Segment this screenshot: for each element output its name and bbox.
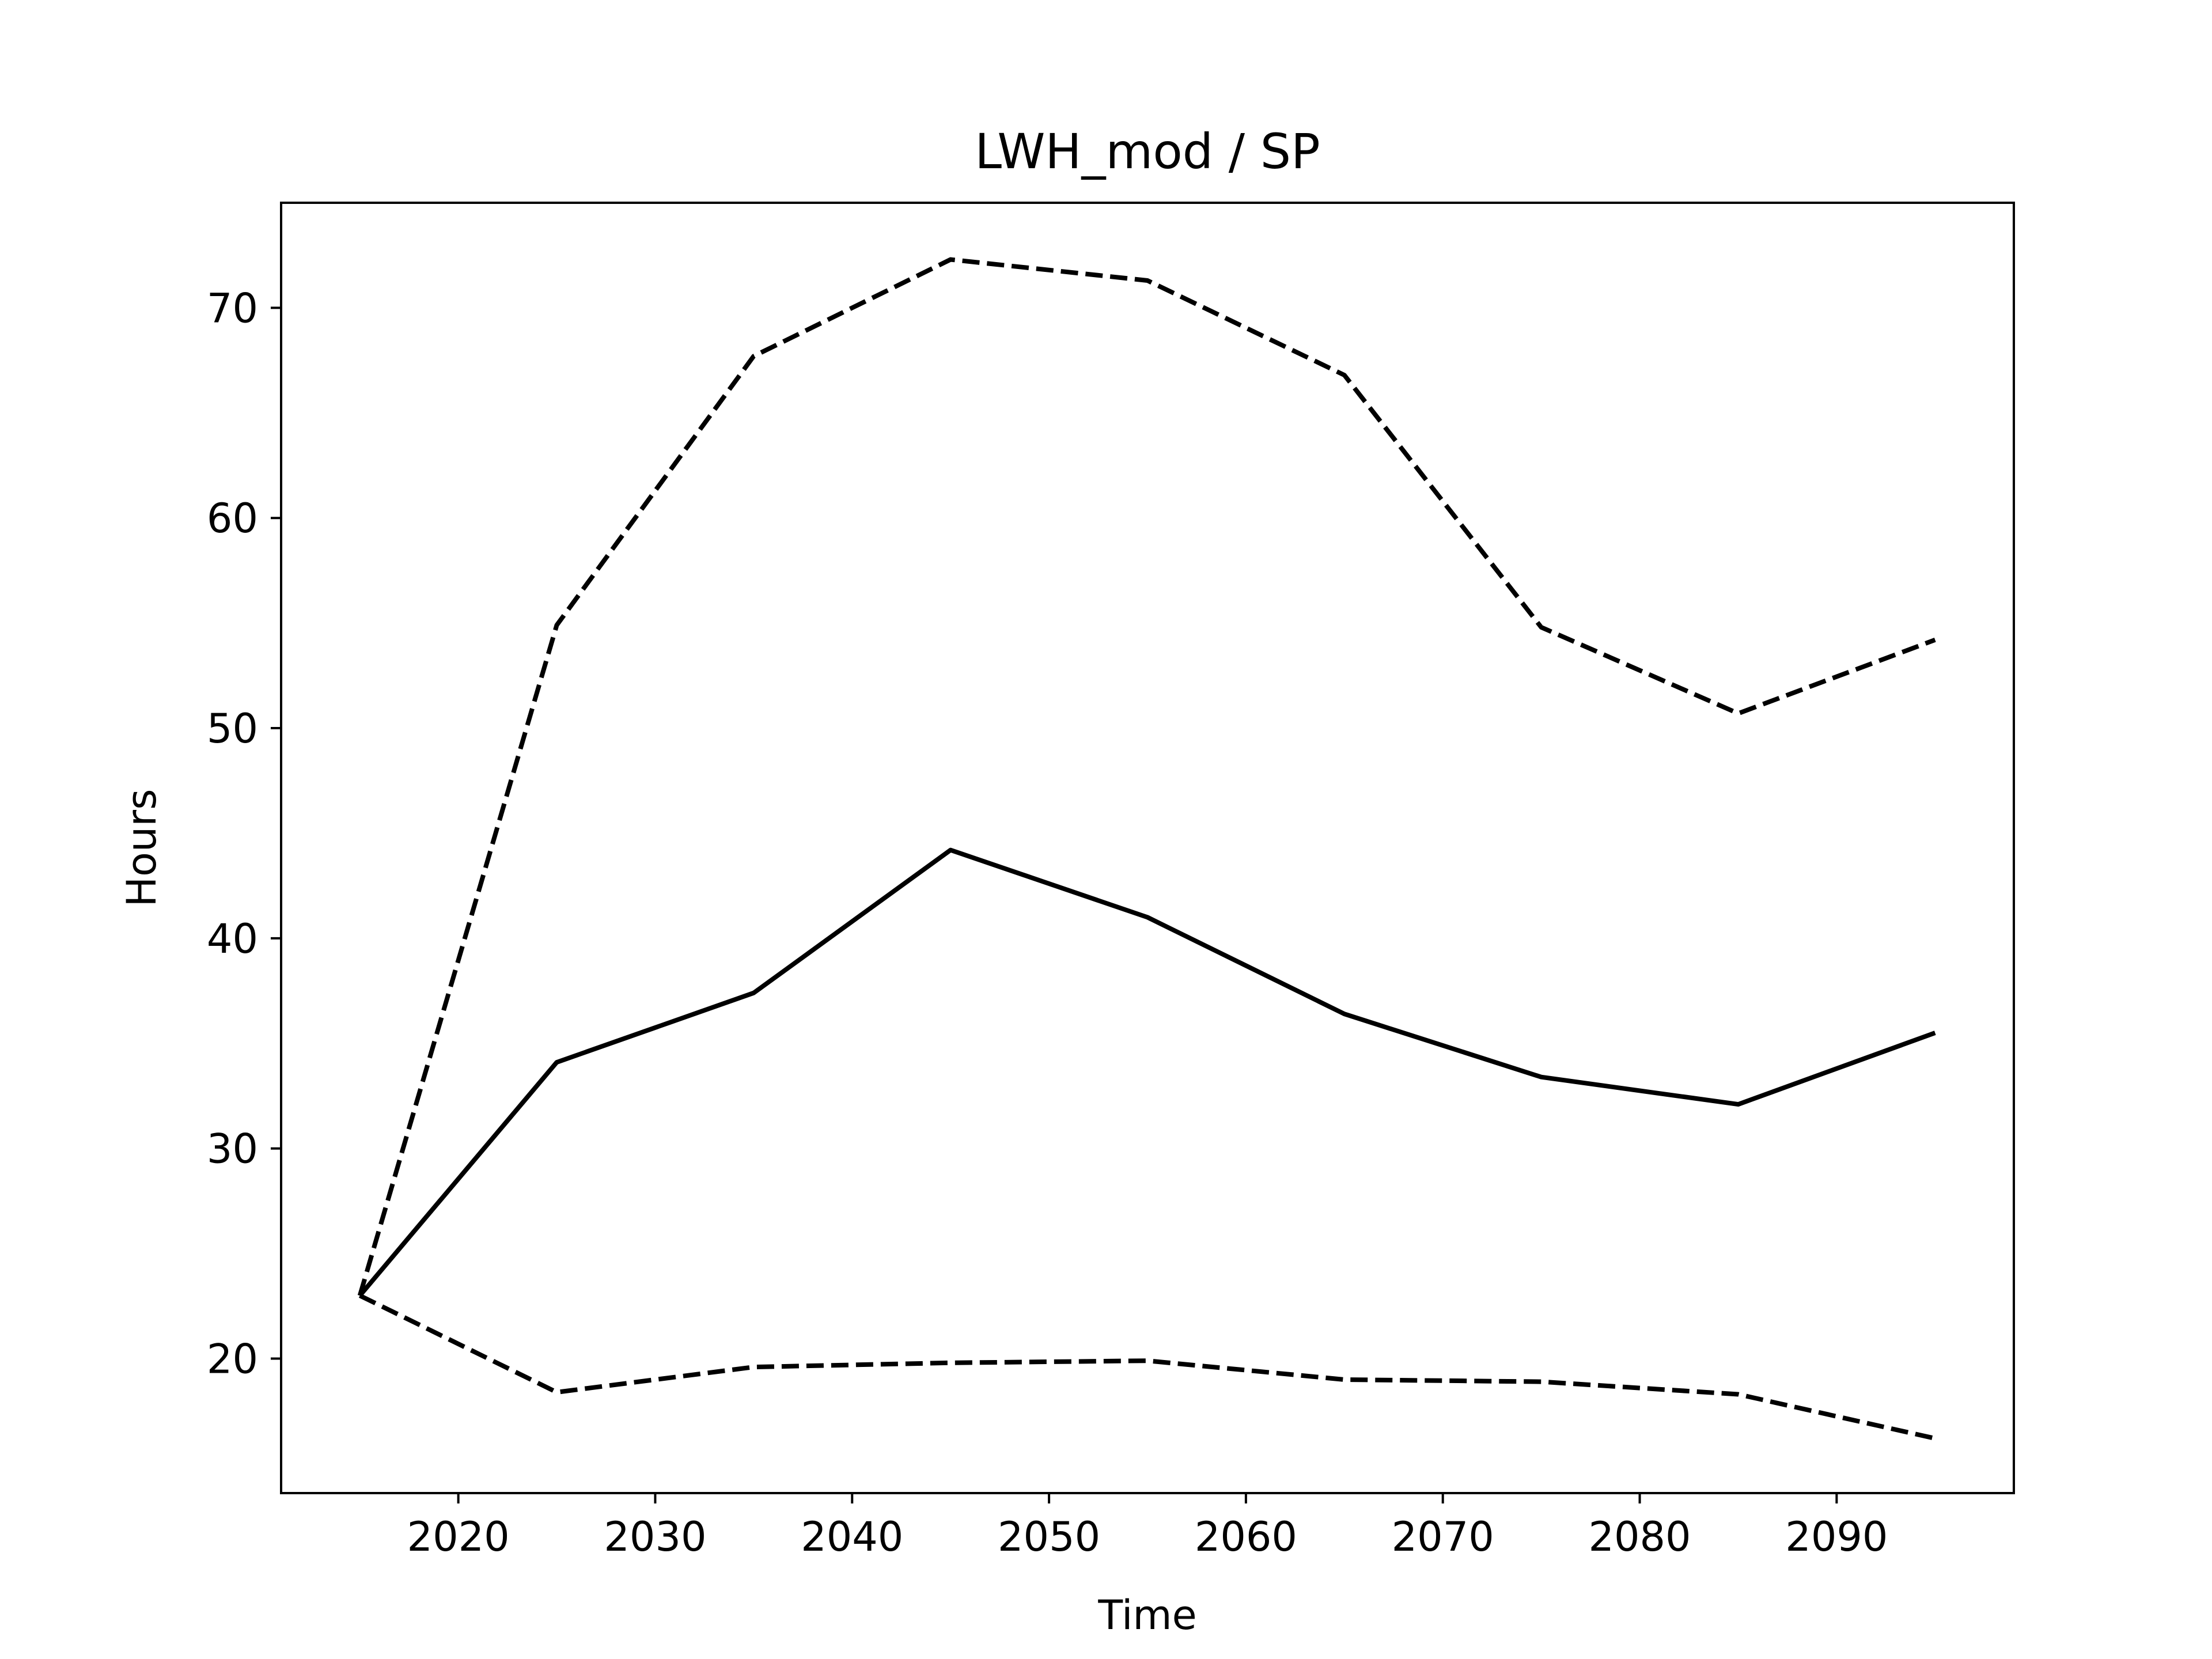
x-tick-label: 2050 [998, 1513, 1100, 1560]
y-axis-label: Hours [118, 789, 165, 907]
x-tick-label: 2090 [1785, 1513, 1888, 1560]
y-tick-label: 20 [207, 1336, 258, 1383]
x-tick-label: 2030 [604, 1513, 706, 1560]
y-tick-label: 30 [207, 1126, 258, 1173]
y-tick-label: 70 [207, 285, 258, 332]
plot-frame [280, 202, 2015, 1494]
chart-title: LWH_mod / SP [975, 123, 1320, 180]
x-tick-label: 2060 [1195, 1513, 1297, 1560]
x-tick-label: 2080 [1588, 1513, 1691, 1560]
x-tick-label: 2040 [801, 1513, 903, 1560]
y-tick-label: 40 [207, 915, 258, 963]
y-tick-label: 50 [207, 705, 258, 752]
x-axis-ticks: 2020 2030 2040 2050 2060 2070 2080 2090 [407, 1493, 1888, 1560]
x-tick-label: 2070 [1392, 1513, 1494, 1560]
y-tick-label: 60 [207, 495, 258, 542]
x-axis-label: Time [1097, 1592, 1196, 1639]
series-layer [357, 257, 1936, 1441]
y-axis-ticks: 20 30 40 50 60 70 [207, 285, 281, 1383]
x-tick-label: 2020 [407, 1513, 510, 1560]
solid-series-line-1 [358, 847, 1936, 1297]
dashed-series-line-3 [358, 1293, 1936, 1441]
dashed-series-line-2 [357, 257, 1936, 1297]
